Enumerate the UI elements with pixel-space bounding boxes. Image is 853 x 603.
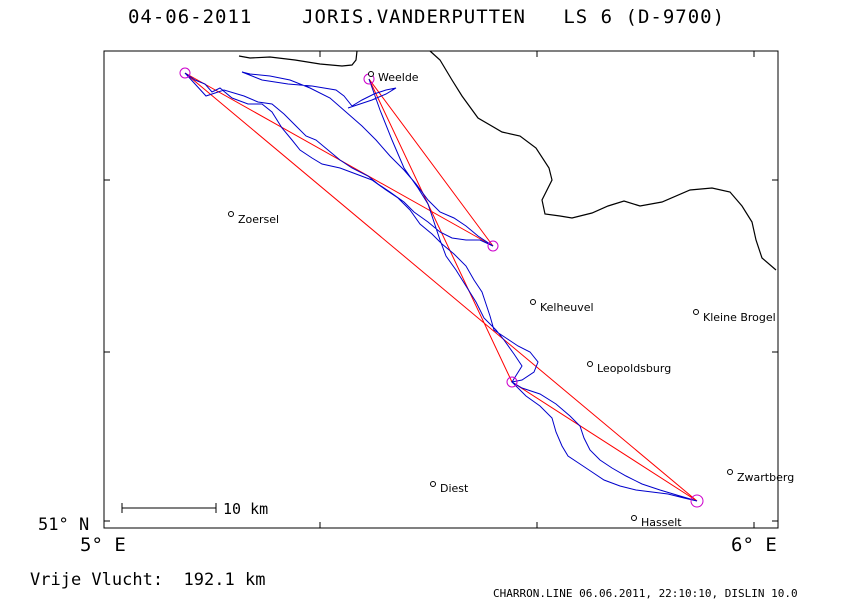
city-markers xyxy=(228,71,733,521)
city-label-weelde: Weelde xyxy=(378,71,419,84)
map-frame xyxy=(103,50,779,529)
turnpoints xyxy=(179,67,704,508)
longitude-label-left: 5° E xyxy=(80,534,126,556)
turnpoint-south xyxy=(506,376,518,388)
city-label-kelheuvel: Kelheuvel xyxy=(540,301,594,314)
footer-credit: CHARRON.LINE 06.06.2011, 22:10:10, DISLI… xyxy=(493,587,798,600)
city-label-diest: Diest xyxy=(440,482,469,495)
flight-track xyxy=(184,71,698,502)
longitude-label-right: 6° E xyxy=(731,534,777,556)
axis-ticks xyxy=(103,51,778,528)
scale-bar-label: 10 km xyxy=(223,500,268,518)
city-label-hasselt: Hasselt xyxy=(641,516,682,529)
turnpoint-east xyxy=(487,240,499,252)
distance-value: 192.1 km xyxy=(183,570,266,590)
city-label-leopoldsburg: Leopoldsburg xyxy=(597,362,671,375)
city-label-kleine-brogel: Kleine Brogel xyxy=(703,311,776,324)
scale-bar xyxy=(121,503,217,513)
map-title: 04-06-2011 JORIS.VANDERPUTTEN LS 6 (D-97… xyxy=(127,6,726,28)
turnpoint-start xyxy=(179,67,191,79)
country-border xyxy=(238,50,777,271)
task-route xyxy=(184,72,698,502)
latitude-label: 51° N xyxy=(38,515,90,535)
city-label-zwartberg: Zwartberg xyxy=(737,471,794,484)
distance-label: Vrije Vlucht: xyxy=(30,570,164,590)
city-label-zoersel: Zoersel xyxy=(238,213,279,226)
turnpoint-hasselt xyxy=(690,494,704,508)
free-flight-distance: Vrije Vlucht: 192.1 km xyxy=(30,570,265,590)
